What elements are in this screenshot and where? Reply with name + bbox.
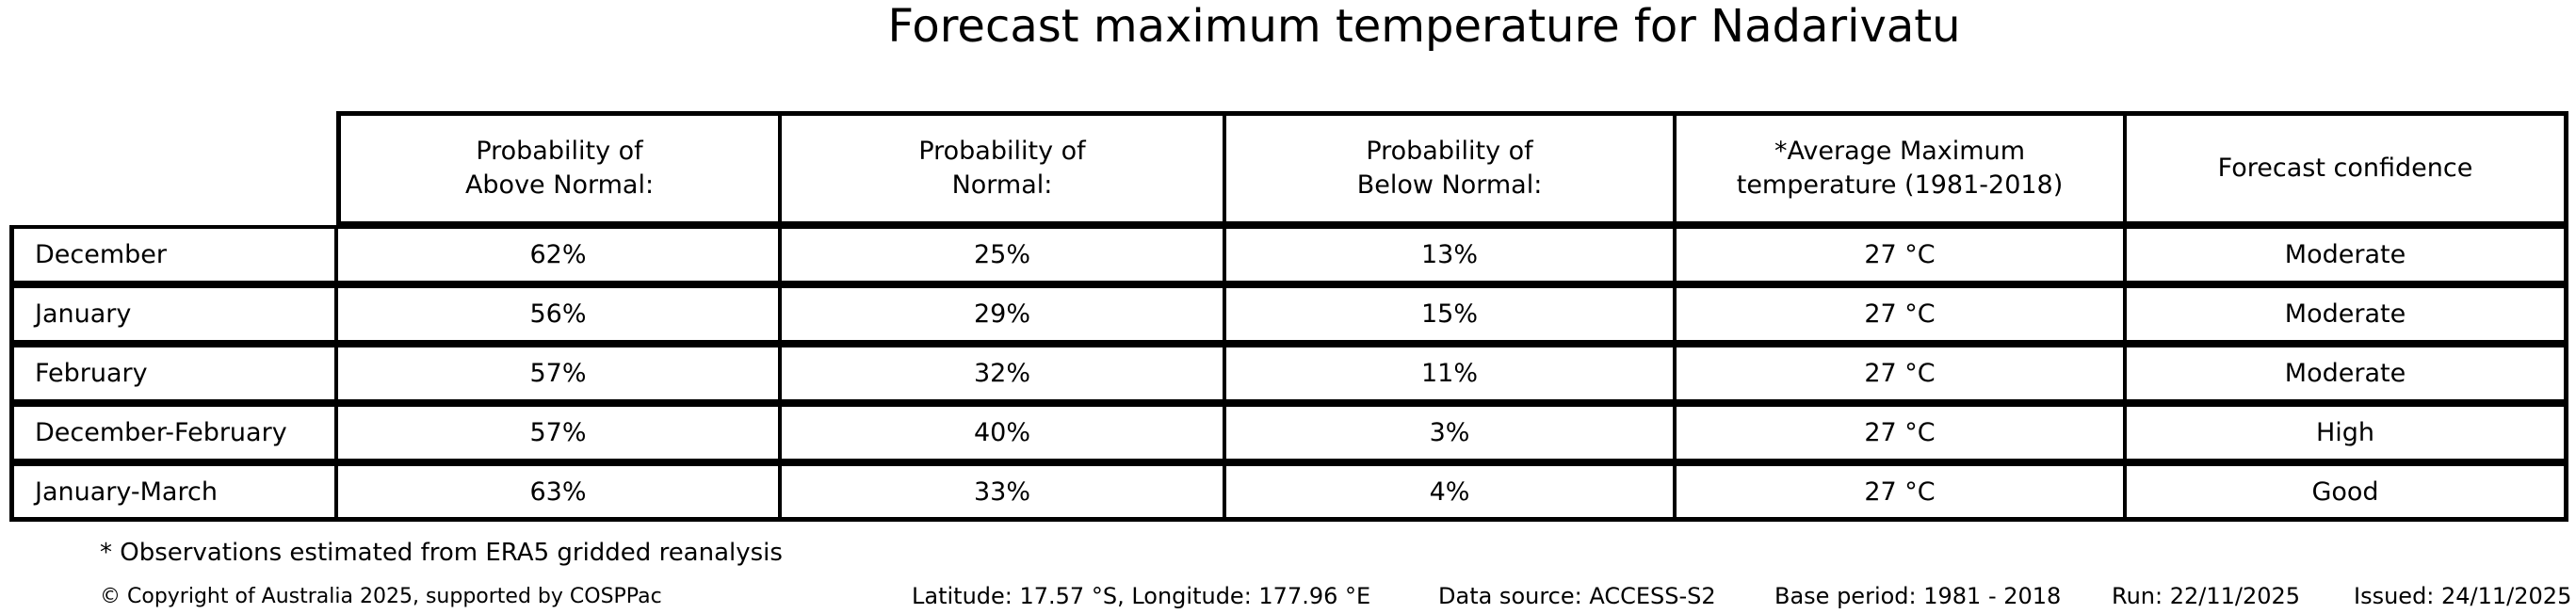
- normal-value: 25%: [780, 225, 1224, 284]
- normal-value: 32%: [780, 344, 1224, 403]
- location-text: Latitude: 17.57 °S, Longitude: 177.96 °E: [912, 583, 1371, 609]
- table-header-row: Probability of Above Normal: Probability…: [9, 111, 2568, 225]
- normal-value: 40%: [780, 403, 1224, 462]
- period-label: December-February: [9, 403, 336, 462]
- period-label: January: [9, 284, 336, 344]
- avg-max-temp-value: 27 °C: [1675, 403, 2125, 462]
- above-normal-value: 57%: [336, 344, 780, 403]
- forecast-confidence-value: Moderate: [2125, 344, 2568, 403]
- forecast-confidence-value: Moderate: [2125, 225, 2568, 284]
- period-label: December: [9, 225, 336, 284]
- table-row: January-March 63% 33% 4% 27 °C Good: [9, 462, 2568, 522]
- above-normal-value: 63%: [336, 462, 780, 522]
- column-header-forecast-confidence: Forecast confidence: [2125, 111, 2568, 225]
- period-label: February: [9, 344, 336, 403]
- normal-value: 33%: [780, 462, 1224, 522]
- copyright-text: © Copyright of Australia 2025, supported…: [100, 585, 662, 608]
- avg-max-temp-value: 27 °C: [1675, 462, 2125, 522]
- forecast-confidence-value: High: [2125, 403, 2568, 462]
- above-normal-value: 57%: [336, 403, 780, 462]
- above-normal-value: 56%: [336, 284, 780, 344]
- data-source-text: Data source: ACCESS-S2: [1438, 583, 1716, 609]
- normal-value: 29%: [780, 284, 1224, 344]
- below-normal-value: 13%: [1224, 225, 1675, 284]
- table-row: December 62% 25% 13% 27 °C Moderate: [9, 225, 2568, 284]
- page-title: Forecast maximum temperature for Nadariv…: [887, 0, 1961, 53]
- run-date-text: Run: 22/11/2025: [2112, 583, 2301, 609]
- below-normal-value: 3%: [1224, 403, 1675, 462]
- column-header-avg-max-temp: *Average Maximum temperature (1981-2018): [1675, 111, 2125, 225]
- blank-corner-cell: [9, 111, 336, 225]
- avg-max-temp-value: 27 °C: [1675, 284, 2125, 344]
- column-header-above-normal: Probability of Above Normal:: [336, 111, 780, 225]
- forecast-table: Probability of Above Normal: Probability…: [9, 111, 2568, 522]
- base-period-text: Base period: 1981 - 2018: [1774, 583, 2062, 609]
- column-header-below-normal: Probability of Below Normal:: [1224, 111, 1675, 225]
- table-row: February 57% 32% 11% 27 °C Moderate: [9, 344, 2568, 403]
- forecast-confidence-value: Good: [2125, 462, 2568, 522]
- below-normal-value: 11%: [1224, 344, 1675, 403]
- avg-max-temp-value: 27 °C: [1675, 225, 2125, 284]
- footnote: * Observations estimated from ERA5 gridd…: [100, 539, 783, 567]
- issued-date-text: Issued: 24/11/2025: [2354, 583, 2572, 609]
- avg-max-temp-value: 27 °C: [1675, 344, 2125, 403]
- table-row: December-February 57% 40% 3% 27 °C High: [9, 403, 2568, 462]
- table-row: January 56% 29% 15% 27 °C Moderate: [9, 284, 2568, 344]
- forecast-confidence-value: Moderate: [2125, 284, 2568, 344]
- period-label: January-March: [9, 462, 336, 522]
- below-normal-value: 15%: [1224, 284, 1675, 344]
- above-normal-value: 62%: [336, 225, 780, 284]
- below-normal-value: 4%: [1224, 462, 1675, 522]
- column-header-normal: Probability of Normal:: [780, 111, 1224, 225]
